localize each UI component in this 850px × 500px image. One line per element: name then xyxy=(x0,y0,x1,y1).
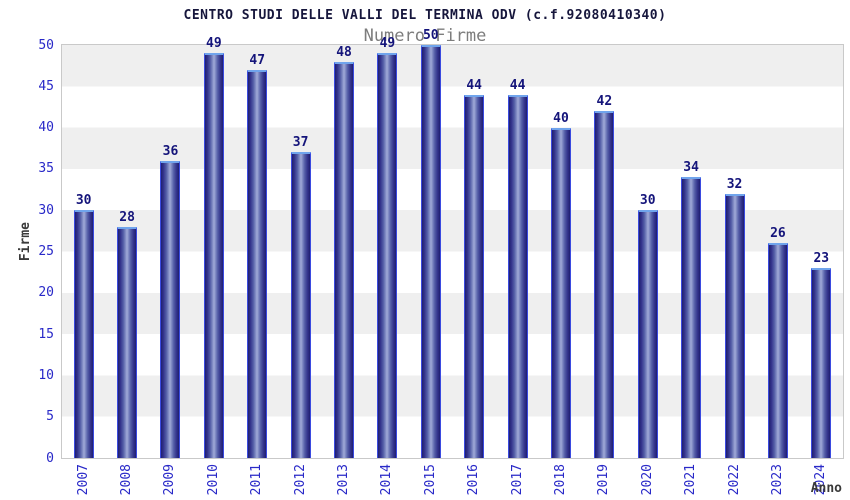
x-tick-label: 2020 xyxy=(639,464,655,496)
y-tick-label: 50 xyxy=(38,37,54,53)
chart-subtitle: Numero Firme xyxy=(363,26,487,46)
bar-2011 xyxy=(247,70,268,458)
bar-2019 xyxy=(594,111,615,458)
bar-value-label: 49 xyxy=(206,36,222,51)
bar-2021 xyxy=(681,177,702,458)
x-tick-label: 2007 xyxy=(75,464,91,496)
bar-value-label: 30 xyxy=(75,193,92,208)
bar-2016 xyxy=(464,95,485,458)
bar-2007 xyxy=(73,210,94,458)
bar-2020 xyxy=(637,210,658,458)
bar-value-label: 50 xyxy=(422,28,439,43)
bar-value-label: 44 xyxy=(466,78,483,93)
x-tick-label: 2016 xyxy=(466,464,482,496)
y-tick-label: 10 xyxy=(38,367,54,383)
bar-value-label: 44 xyxy=(509,78,526,93)
bar-value-label: 48 xyxy=(336,45,352,60)
y-tick-label: 0 xyxy=(46,450,54,466)
bar-2013 xyxy=(334,62,355,458)
bar-value-label: 49 xyxy=(379,36,396,51)
chart-title: CENTRO STUDI DELLE VALLI DEL TERMINA ODV… xyxy=(183,8,667,23)
bar-value-label: 23 xyxy=(813,251,830,266)
bar-value-label: 37 xyxy=(292,135,309,150)
bar-2022 xyxy=(724,194,745,458)
bar-value-label: 30 xyxy=(639,193,656,208)
x-tick-label: 2013 xyxy=(336,464,352,496)
y-tick-label: 40 xyxy=(38,120,54,136)
y-tick-label: 25 xyxy=(38,244,54,259)
x-tick-label: 2010 xyxy=(205,464,221,496)
x-tick-label: 2012 xyxy=(292,464,308,496)
x-tick-label: 2014 xyxy=(379,464,395,496)
bar-2009 xyxy=(160,161,181,458)
x-tick-label: 2022 xyxy=(726,464,742,496)
x-tick-label: 2018 xyxy=(552,464,568,496)
x-tick-label: 2019 xyxy=(596,464,612,496)
x-tick-label: 2023 xyxy=(769,464,785,496)
bar-2015 xyxy=(420,45,441,458)
bar-value-label: 36 xyxy=(162,144,179,159)
x-tick-label: 2015 xyxy=(422,464,438,496)
y-tick-label: 20 xyxy=(38,285,54,301)
bar-value-label: 28 xyxy=(119,210,135,225)
bar-value-label: 32 xyxy=(726,177,743,192)
x-tick-label: 2009 xyxy=(162,464,178,496)
y-tick-label: 35 xyxy=(38,161,54,177)
x-axis-title: Anno xyxy=(810,481,842,496)
bar-2014 xyxy=(377,53,398,458)
x-tick-label: 2008 xyxy=(119,464,135,496)
plot-area: 30 28 36 49 47 37 48 49 50 44 44 40 42 30 34 32 26 23 xyxy=(61,28,844,459)
bar-value-label: 34 xyxy=(683,160,699,175)
x-tick-label: 2017 xyxy=(509,464,525,496)
bar-2024 xyxy=(811,268,832,458)
bar-2017 xyxy=(507,95,528,458)
x-tick-label: 2021 xyxy=(683,464,699,496)
y-tick-label: 45 xyxy=(38,78,54,94)
y-tick-label: 15 xyxy=(38,326,54,342)
x-tick-label: 2011 xyxy=(249,464,265,496)
bar-value-label: 47 xyxy=(249,53,266,68)
bar-2010 xyxy=(203,53,224,458)
bar-2012 xyxy=(290,152,311,458)
bar-2023 xyxy=(767,243,788,458)
y-tick-label: 30 xyxy=(38,202,54,218)
bar-value-label: 40 xyxy=(553,111,569,126)
bar-2018 xyxy=(550,128,571,458)
y-tick-label: 5 xyxy=(46,409,54,425)
bar-value-label: 26 xyxy=(770,226,786,241)
bar-2008 xyxy=(117,227,138,458)
bar-value-label: 42 xyxy=(596,94,613,109)
